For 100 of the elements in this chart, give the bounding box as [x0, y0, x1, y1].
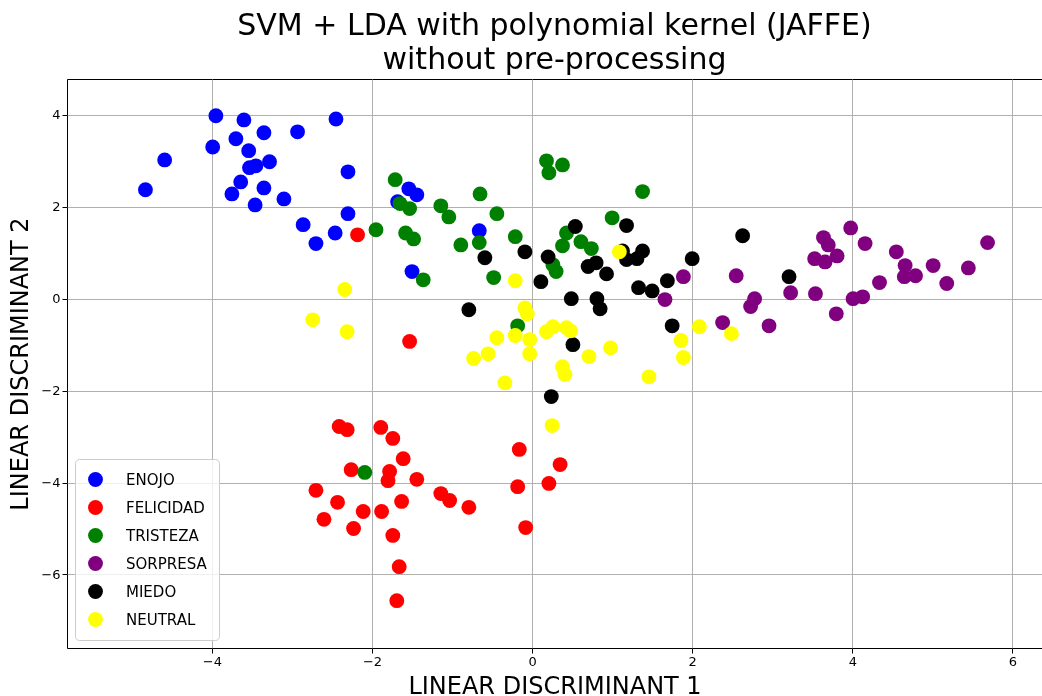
point: [489, 206, 505, 222]
point: [387, 172, 403, 188]
point: [817, 254, 833, 270]
x-axis-title: LINEAR DISCRIMINANT 1: [408, 671, 702, 696]
point: [563, 323, 578, 339]
legend-label: MIEDO: [126, 582, 177, 601]
point: [573, 234, 589, 250]
point: [673, 333, 689, 348]
point: [330, 494, 345, 510]
point: [409, 187, 425, 203]
y-tick-label: 2: [52, 199, 61, 215]
point: [402, 334, 418, 349]
point: [415, 272, 431, 288]
point: [233, 174, 249, 190]
point: [872, 275, 887, 291]
point: [583, 241, 599, 256]
point: [565, 337, 581, 353]
point: [543, 389, 559, 404]
y-axis-title: LINEAR DISCRIMINANT 2: [6, 217, 35, 511]
point: [276, 191, 292, 207]
point: [939, 276, 955, 291]
point: [385, 431, 401, 446]
point: [659, 273, 675, 289]
point: [380, 473, 396, 489]
point: [657, 292, 673, 308]
point: [441, 209, 457, 225]
point: [544, 418, 560, 433]
point: [461, 499, 477, 515]
x-tick-label: −4: [202, 653, 222, 669]
point: [262, 154, 277, 170]
point: [486, 270, 502, 285]
point: [555, 238, 570, 254]
point: [604, 210, 620, 226]
point: [395, 451, 411, 467]
x-tick-label: 4: [848, 653, 857, 669]
point: [308, 236, 324, 251]
point: [723, 326, 739, 342]
point: [517, 244, 533, 260]
point: [540, 249, 556, 265]
point: [761, 318, 777, 334]
y-tick-label: −4: [41, 475, 61, 491]
point: [820, 237, 836, 253]
point: [603, 340, 618, 356]
point: [675, 350, 691, 365]
point: [389, 593, 405, 609]
point: [391, 559, 407, 575]
point: [715, 315, 731, 330]
point: [896, 269, 912, 285]
point: [138, 182, 153, 198]
point: [545, 319, 561, 335]
point: [305, 312, 321, 328]
point: [781, 269, 797, 285]
legend-label: TRISTEZA: [125, 526, 200, 545]
point: [888, 244, 904, 260]
point: [242, 160, 257, 176]
x-tick-label: 2: [688, 653, 697, 669]
point: [256, 180, 272, 196]
point: [442, 493, 458, 508]
point: [522, 332, 538, 347]
x-tick-label: 6: [1008, 653, 1018, 669]
point: [350, 227, 365, 243]
point: [157, 152, 173, 168]
point: [385, 527, 401, 543]
x-tick-label: 0: [528, 653, 537, 669]
legend-label: SORPRESA: [126, 554, 208, 573]
point: [497, 375, 513, 391]
point: [557, 367, 573, 382]
point: [453, 237, 469, 253]
point: [684, 251, 700, 267]
point: [507, 229, 523, 245]
point: [599, 266, 614, 282]
point: [960, 260, 976, 276]
point: [328, 111, 344, 127]
legend-label: ENOJO: [126, 470, 175, 489]
point: [980, 235, 995, 251]
y-tick-label: −6: [41, 566, 61, 582]
point: [290, 124, 305, 140]
point: [635, 184, 650, 200]
point: [828, 306, 844, 322]
point: [843, 220, 859, 236]
point: [728, 268, 744, 284]
point: [461, 302, 477, 318]
point: [404, 264, 420, 279]
point: [466, 351, 482, 366]
point: [340, 206, 356, 222]
point: [340, 164, 356, 180]
point: [567, 219, 583, 234]
point: [355, 504, 371, 519]
point: [611, 244, 627, 260]
point: [507, 273, 523, 289]
point: [635, 243, 650, 259]
point: [691, 319, 707, 335]
point: [373, 419, 389, 435]
point: [808, 286, 823, 302]
point: [592, 301, 608, 317]
point: [539, 153, 554, 169]
point: [533, 274, 549, 290]
point: [641, 369, 657, 385]
point: [368, 222, 384, 238]
point: [374, 504, 390, 519]
